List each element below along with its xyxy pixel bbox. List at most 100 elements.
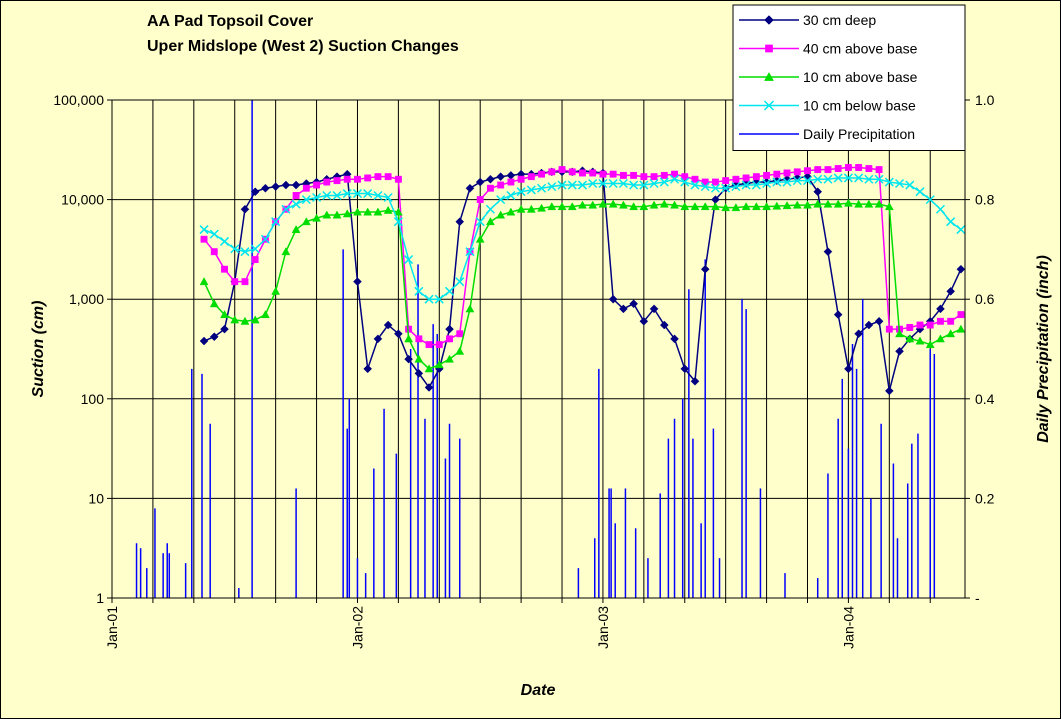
series-marker <box>937 317 944 325</box>
legend-marker <box>764 71 774 81</box>
series-marker <box>721 183 731 193</box>
series-marker <box>373 207 383 216</box>
series-marker <box>802 176 813 186</box>
series-marker <box>711 202 720 211</box>
series-marker <box>874 174 884 184</box>
series-marker <box>231 278 239 286</box>
series-marker <box>199 225 209 235</box>
series-marker <box>444 286 455 296</box>
series-marker <box>915 187 925 197</box>
series-marker <box>486 174 495 184</box>
series-marker <box>639 180 649 190</box>
series-marker <box>630 171 638 179</box>
series-marker <box>608 178 618 189</box>
series-marker <box>762 202 772 211</box>
series-marker <box>537 183 547 193</box>
series-marker <box>609 170 617 178</box>
series-marker <box>424 364 434 373</box>
series-marker <box>415 335 423 343</box>
series-marker <box>895 178 905 189</box>
series-marker <box>874 199 884 208</box>
series-marker <box>313 181 321 189</box>
y2-tick-label: 0.8 <box>975 192 995 208</box>
series-marker <box>323 178 331 186</box>
series-marker <box>301 195 311 205</box>
series-marker <box>793 168 801 176</box>
series-marker <box>700 202 710 211</box>
series-marker <box>455 217 465 227</box>
series-marker <box>649 178 659 189</box>
series-marker <box>690 180 700 190</box>
series-marker <box>516 204 526 213</box>
series-marker <box>804 167 811 175</box>
series-marker <box>363 207 373 216</box>
series-marker <box>813 174 823 184</box>
series-marker <box>782 201 792 210</box>
series-marker <box>506 190 516 201</box>
series-marker <box>854 329 863 339</box>
series-marker <box>363 364 373 374</box>
series-marker <box>936 304 945 314</box>
series-marker <box>660 171 668 179</box>
series-marker <box>414 286 424 296</box>
series-marker <box>241 278 249 286</box>
series-marker <box>731 182 741 192</box>
series-marker <box>731 203 741 212</box>
series-marker <box>343 175 351 183</box>
series-marker <box>895 329 904 338</box>
series-marker <box>363 189 373 199</box>
series-marker <box>353 277 362 287</box>
series-marker <box>588 178 598 189</box>
series-marker <box>393 207 403 216</box>
series-marker <box>456 330 464 338</box>
series-marker <box>763 171 771 179</box>
series-marker <box>497 181 505 189</box>
series-marker <box>690 376 700 386</box>
series-marker <box>618 178 628 189</box>
y-tick-label: 1 <box>96 590 104 606</box>
series-marker <box>710 183 720 193</box>
series-marker <box>281 180 291 190</box>
y2-tick-label: 0.6 <box>975 291 995 307</box>
series-marker <box>874 316 884 326</box>
series-marker <box>291 199 301 209</box>
series-marker <box>260 310 270 319</box>
series-marker <box>680 364 690 374</box>
series-marker <box>240 247 250 257</box>
series-marker <box>905 180 915 190</box>
x-axis-title: Date <box>521 682 556 699</box>
series-marker <box>783 169 791 177</box>
series-marker <box>200 235 208 243</box>
series-marker <box>210 248 218 256</box>
series-marker <box>925 340 935 349</box>
legend-marker <box>765 44 773 53</box>
series-marker <box>834 165 842 172</box>
series-marker <box>844 364 853 374</box>
y-tick-label: 10 <box>88 490 104 506</box>
series-marker <box>476 196 484 204</box>
series-marker <box>251 256 259 264</box>
x-tick-label: Jan-04 <box>840 606 856 649</box>
series-marker <box>548 168 556 176</box>
series-marker <box>884 177 894 187</box>
series-marker <box>691 175 699 183</box>
series-marker <box>404 354 413 364</box>
series-marker <box>332 210 342 219</box>
series-marker <box>957 311 965 319</box>
series-marker <box>404 255 414 265</box>
series-marker <box>425 341 433 349</box>
series-marker <box>669 174 680 184</box>
series-marker <box>333 177 341 185</box>
plot-background <box>112 100 965 598</box>
series-marker <box>578 200 587 209</box>
series-marker <box>814 166 822 174</box>
series-marker <box>230 244 240 254</box>
series-marker <box>424 383 434 392</box>
series-marker <box>383 205 393 214</box>
series-marker <box>700 182 710 192</box>
series-marker <box>291 180 301 190</box>
series-marker <box>721 203 731 212</box>
y2-tick-label: - <box>975 590 980 606</box>
series-marker <box>792 173 802 183</box>
